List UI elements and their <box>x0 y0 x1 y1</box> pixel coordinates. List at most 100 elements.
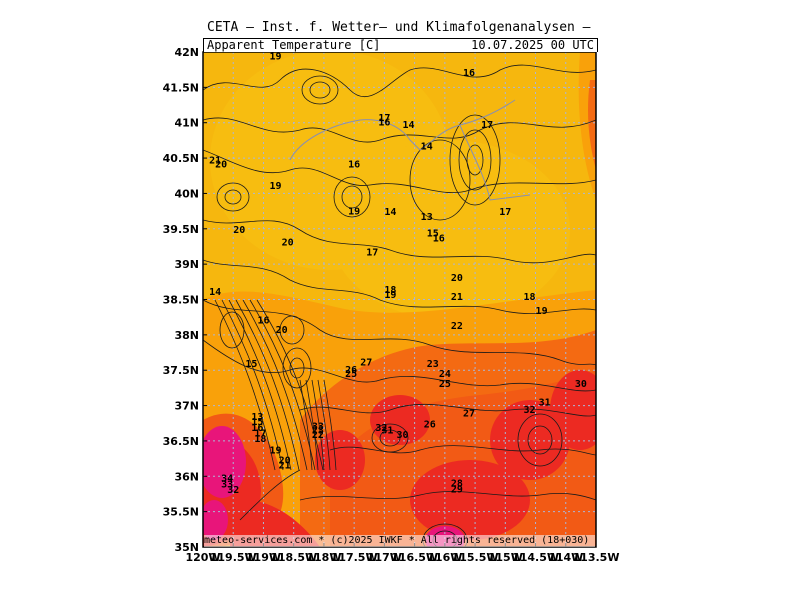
contour-label: 20 <box>233 225 245 236</box>
contour-label: 30 <box>575 379 587 390</box>
lon-tick-label: 120W <box>185 551 220 564</box>
contour-label: 18 <box>254 434 266 445</box>
contour-label: 14 <box>209 287 221 298</box>
contour-label: 24 <box>439 369 451 380</box>
lat-tick-label: 37N <box>174 400 199 413</box>
contour-label: 19 <box>270 181 282 192</box>
contour-label: 33 <box>221 479 233 490</box>
contour-label: 13 <box>251 412 263 423</box>
contour-label: 14 <box>421 141 433 152</box>
contour-label: 16 <box>348 160 360 171</box>
lon-tick-label: 119.5W <box>210 551 257 564</box>
contour-label: 27 <box>360 358 372 369</box>
contour-label: 15 <box>245 359 257 370</box>
lon-tick-label: 114.5W <box>512 551 559 564</box>
contour-label: 17 <box>366 247 378 258</box>
contour-label: 21 <box>451 292 463 303</box>
contour-label: 19 <box>270 52 282 63</box>
lat-tick-label: 39N <box>174 258 199 271</box>
lat-tick-label: 36.5N <box>163 435 199 448</box>
contour-label: 16 <box>251 423 263 434</box>
lon-tick-label: 118.5W <box>270 551 317 564</box>
contour-label: 15 <box>427 228 439 239</box>
lat-tick-label: 37.5N <box>163 364 199 377</box>
variable-label: Apparent Temperature [C] <box>207 38 381 52</box>
lat-tick-label: 35N <box>174 541 199 554</box>
contour-label: 25 <box>345 369 357 380</box>
contour-label: 21 <box>209 155 221 166</box>
lon-tick-label: 117W <box>367 551 402 564</box>
contour-label: 23 <box>312 426 324 437</box>
contour-label: 16 <box>257 315 269 326</box>
lon-tick-label: 119W <box>246 551 281 564</box>
contour-label: 17 <box>254 428 266 439</box>
lon-tick-label: 114W <box>548 551 583 564</box>
contour-label: 20 <box>215 160 227 171</box>
lon-tick-label: 116.5W <box>391 551 438 564</box>
lon-tick-label: 117.5W <box>331 551 378 564</box>
lat-tick-label: 36N <box>174 470 199 483</box>
contour-label: 16 <box>433 233 445 244</box>
contour-label: 20 <box>276 325 288 336</box>
contour-label: 25 <box>439 379 451 390</box>
contour-label: 32 <box>523 405 535 416</box>
contour-label: 32 <box>227 485 239 496</box>
subtitle-bar: Apparent Temperature [C] 10.07.2025 00 U… <box>203 38 598 52</box>
contour-label: 22 <box>451 321 463 332</box>
contour-label: 23 <box>427 359 439 370</box>
contour-label: 21 <box>279 460 291 471</box>
contour-label: 29 <box>451 484 463 495</box>
contour-label: 17 <box>481 120 493 131</box>
contour-label: 19 <box>270 445 282 456</box>
lon-tick-label: 115.5W <box>452 551 499 564</box>
contour-label: 31 <box>381 426 393 437</box>
contour-label: 20 <box>451 273 463 284</box>
contour-label: 30 <box>396 430 408 441</box>
contour-label: 17 <box>378 113 390 124</box>
contour-label: 19 <box>384 290 396 301</box>
lat-tick-label: 38.5N <box>163 294 199 307</box>
lon-tick-label: 115W <box>488 551 523 564</box>
lat-tick-label: 35.5N <box>163 506 199 519</box>
contour-label: 28 <box>451 479 463 490</box>
contour-label: 16 <box>463 68 475 79</box>
temperature-field <box>203 52 596 547</box>
contour-label: 15 <box>251 417 263 428</box>
lat-tick-label: 38N <box>174 329 199 342</box>
contour-label: 16 <box>378 117 390 128</box>
contour-label: 18 <box>523 292 535 303</box>
lon-tick-label: 116W <box>427 551 462 564</box>
lat-tick-label: 40N <box>174 187 199 200</box>
contour-label: 26 <box>345 365 357 376</box>
contour-label: 31 <box>539 397 551 408</box>
lon-tick-label: 118W <box>306 551 341 564</box>
lat-tick-label: 42N <box>174 46 199 59</box>
contour-label: 19 <box>348 206 360 217</box>
contour-label: 14 <box>384 207 396 218</box>
contour-label: 19 <box>536 306 548 317</box>
lat-tick-label: 41.5N <box>163 81 199 94</box>
contour-label: 20 <box>279 455 291 466</box>
contour-label: 33 <box>312 421 324 432</box>
footer-credit: meteo-services.com * (c)2025 IWKF * All … <box>204 535 595 547</box>
contour-label: 22 <box>312 430 324 441</box>
contour-label: 20 <box>282 238 294 249</box>
contour-label: 14 <box>403 120 415 131</box>
contour-label: 17 <box>499 207 511 218</box>
map-title: CETA — Inst. f. Wetter— und Klimafolgena… <box>207 20 591 35</box>
valid-time: 10.07.2025 00 UTC <box>471 38 594 52</box>
contour-label: 18 <box>384 285 396 296</box>
lat-tick-label: 40.5N <box>163 152 199 165</box>
contour-label: 13 <box>421 212 433 223</box>
lon-tick-label: 113.5W <box>573 551 620 564</box>
boundary-line <box>289 99 531 201</box>
lat-tick-label: 41N <box>174 117 199 130</box>
axis-tick-group: 42N 41.5N 41N 40.5N 40N 39.5N 39N 38.5N 38N 37.5N… <box>163 46 620 564</box>
contour-label: 26 <box>424 419 436 430</box>
contour-label: 27 <box>463 409 475 420</box>
contour-label: 34 <box>221 474 233 485</box>
contour-label: 32 <box>375 423 387 434</box>
lat-tick-label: 39.5N <box>163 223 199 236</box>
